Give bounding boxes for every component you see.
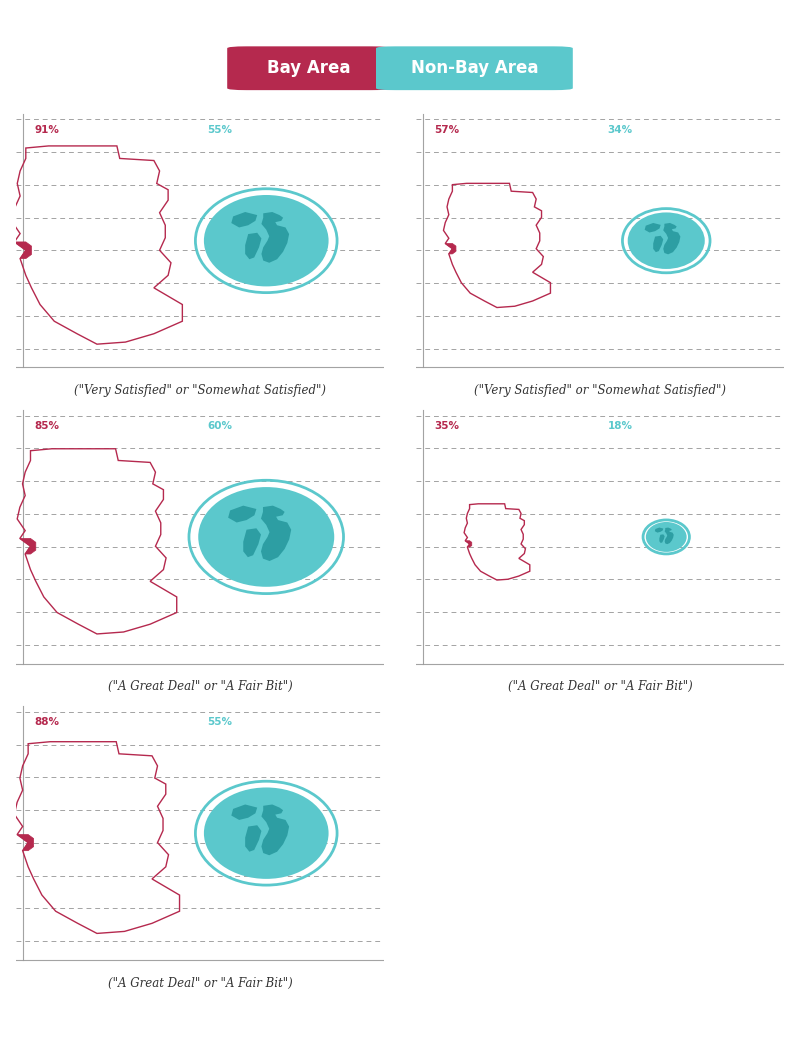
Polygon shape — [262, 212, 289, 262]
Polygon shape — [231, 804, 258, 820]
Circle shape — [646, 522, 686, 552]
Polygon shape — [262, 804, 289, 855]
Text: ("Very Satisfied" or "Somewhat Satisfied"): ("Very Satisfied" or "Somewhat Satisfied… — [474, 384, 726, 397]
Text: 88%: 88% — [34, 717, 59, 727]
Text: 85%: 85% — [34, 421, 59, 431]
Polygon shape — [261, 506, 291, 561]
Text: 60%: 60% — [207, 421, 232, 431]
Polygon shape — [446, 243, 456, 254]
Polygon shape — [663, 223, 680, 254]
Polygon shape — [243, 528, 261, 558]
Text: 34%: 34% — [607, 125, 633, 134]
Text: 18%: 18% — [607, 421, 632, 431]
Circle shape — [204, 195, 329, 287]
Polygon shape — [245, 233, 262, 259]
Text: ("A Great Deal" or "A Fair Bit"): ("A Great Deal" or "A Fair Bit") — [108, 977, 292, 989]
Text: 55%: 55% — [207, 717, 232, 727]
Polygon shape — [665, 528, 674, 544]
Polygon shape — [245, 825, 262, 852]
Polygon shape — [17, 835, 34, 851]
Polygon shape — [466, 541, 472, 547]
Polygon shape — [645, 223, 661, 233]
Text: Non-Bay Area: Non-Bay Area — [410, 59, 538, 77]
Text: 35%: 35% — [434, 421, 459, 431]
Circle shape — [204, 787, 329, 879]
Text: Bay Area: Bay Area — [267, 59, 350, 77]
Text: ("A Great Deal" or "A Fair Bit"): ("A Great Deal" or "A Fair Bit") — [108, 680, 292, 693]
Polygon shape — [20, 539, 36, 554]
FancyBboxPatch shape — [376, 47, 573, 90]
Circle shape — [198, 487, 334, 587]
Text: 55%: 55% — [207, 125, 232, 134]
FancyBboxPatch shape — [227, 47, 390, 90]
Text: 91%: 91% — [34, 125, 59, 134]
Polygon shape — [231, 212, 258, 227]
Polygon shape — [655, 528, 663, 532]
Polygon shape — [654, 236, 663, 252]
Polygon shape — [228, 506, 256, 523]
Polygon shape — [14, 242, 31, 258]
Text: 57%: 57% — [434, 125, 459, 134]
Text: ("Very Satisfied" or "Somewhat Satisfied"): ("Very Satisfied" or "Somewhat Satisfied… — [74, 384, 326, 397]
Polygon shape — [659, 534, 665, 543]
Circle shape — [628, 213, 705, 269]
Text: ("A Great Deal" or "A Fair Bit"): ("A Great Deal" or "A Fair Bit") — [508, 680, 692, 693]
